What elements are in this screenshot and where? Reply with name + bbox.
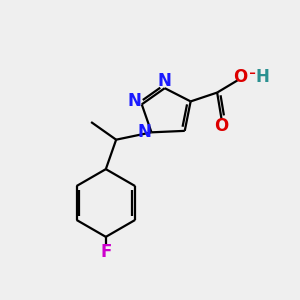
Text: N: N bbox=[128, 92, 141, 110]
Text: N: N bbox=[158, 72, 172, 90]
Text: O: O bbox=[214, 117, 229, 135]
Text: F: F bbox=[100, 243, 112, 261]
Text: O: O bbox=[233, 68, 247, 86]
Text: H: H bbox=[256, 68, 270, 86]
Text: N: N bbox=[137, 123, 151, 141]
Text: -: - bbox=[250, 64, 256, 83]
